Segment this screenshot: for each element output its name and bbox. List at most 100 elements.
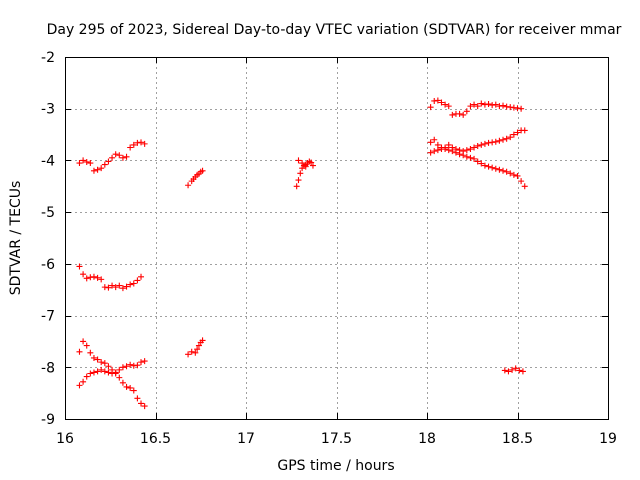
series-arc-d xyxy=(76,358,148,389)
data-point xyxy=(500,136,507,143)
data-point xyxy=(94,368,101,375)
data-point xyxy=(478,160,485,167)
data-point xyxy=(87,349,94,356)
data-point xyxy=(83,158,90,165)
data-point xyxy=(516,367,523,374)
data-point xyxy=(445,147,452,154)
data-point xyxy=(141,358,148,365)
data-point xyxy=(295,157,302,164)
chart-ticks xyxy=(65,57,609,420)
data-point xyxy=(442,101,449,108)
data-point xyxy=(119,285,126,292)
data-point xyxy=(434,97,441,104)
data-point xyxy=(87,370,94,377)
data-point xyxy=(492,138,499,145)
data-point xyxy=(452,149,459,156)
data-point xyxy=(101,161,108,168)
data-point xyxy=(308,159,315,166)
data-point xyxy=(431,148,438,155)
series-arc-k xyxy=(501,365,526,375)
data-point xyxy=(503,135,510,142)
data-point xyxy=(496,137,503,144)
data-point xyxy=(83,342,90,349)
data-point xyxy=(80,271,87,278)
chart-marks xyxy=(76,97,528,410)
data-point xyxy=(518,105,525,112)
data-point xyxy=(463,153,470,160)
data-point xyxy=(460,111,467,118)
data-point xyxy=(138,273,145,280)
data-point xyxy=(471,155,478,162)
data-point xyxy=(434,141,441,148)
data-point xyxy=(116,374,123,381)
data-point xyxy=(302,161,309,168)
series-arc-f xyxy=(185,337,206,358)
data-point xyxy=(521,127,528,134)
data-point xyxy=(519,368,526,375)
data-point xyxy=(199,337,206,344)
data-point xyxy=(194,346,201,353)
data-point xyxy=(80,338,87,345)
data-point xyxy=(427,104,434,111)
chart-tick-labels: 16 16.5 17 17.5 18 18.5 19 -9 -8 -7 -6 -5 -4 -3 -2 xyxy=(41,50,617,447)
data-point xyxy=(427,139,434,146)
data-point xyxy=(90,167,97,174)
data-point xyxy=(101,360,108,367)
data-point xyxy=(509,366,516,373)
data-point xyxy=(109,282,116,289)
data-point xyxy=(299,160,306,167)
data-point xyxy=(130,280,137,287)
y-tick-label: -7 xyxy=(41,309,55,325)
data-point xyxy=(507,170,514,177)
data-point xyxy=(518,178,525,185)
series-arc-h xyxy=(427,97,525,118)
y-axis-label: SDTVAR / TECUs xyxy=(8,181,24,296)
data-point xyxy=(489,164,496,171)
data-point xyxy=(463,108,470,115)
data-point xyxy=(492,101,499,108)
series-arc-j xyxy=(427,144,528,190)
x-tick-label: 17.5 xyxy=(321,431,352,447)
data-point xyxy=(116,282,123,289)
data-point xyxy=(116,366,123,373)
data-point xyxy=(449,148,456,155)
data-point xyxy=(456,110,463,117)
data-point xyxy=(514,129,521,136)
data-point xyxy=(309,162,316,169)
data-point xyxy=(83,373,90,380)
data-point xyxy=(98,165,105,172)
data-point xyxy=(127,144,134,151)
data-point xyxy=(134,362,141,369)
data-point xyxy=(90,273,97,280)
y-tick-label: -8 xyxy=(41,360,55,376)
data-point xyxy=(293,183,300,190)
data-point xyxy=(112,151,119,158)
data-point xyxy=(76,263,83,270)
data-point xyxy=(98,276,105,283)
data-point xyxy=(188,348,195,355)
x-axis-label: GPS time / hours xyxy=(277,458,394,474)
data-point xyxy=(141,403,148,410)
data-point xyxy=(185,351,192,358)
data-point xyxy=(112,284,119,291)
data-point xyxy=(195,342,202,349)
data-point xyxy=(76,382,83,389)
y-tick-label: -9 xyxy=(41,412,55,428)
data-point xyxy=(109,370,116,377)
y-tick-label: -4 xyxy=(41,153,55,169)
data-point xyxy=(512,365,519,372)
data-point xyxy=(496,166,503,173)
data-point xyxy=(521,183,528,190)
x-tick-label: 16.5 xyxy=(140,431,171,447)
data-point xyxy=(297,170,304,177)
data-point xyxy=(478,100,485,107)
data-point xyxy=(431,136,438,143)
data-point xyxy=(514,172,521,179)
data-point xyxy=(119,154,126,161)
data-point xyxy=(119,379,126,386)
data-point xyxy=(467,154,474,161)
y-tick-label: -2 xyxy=(41,50,55,66)
data-point xyxy=(463,147,470,154)
